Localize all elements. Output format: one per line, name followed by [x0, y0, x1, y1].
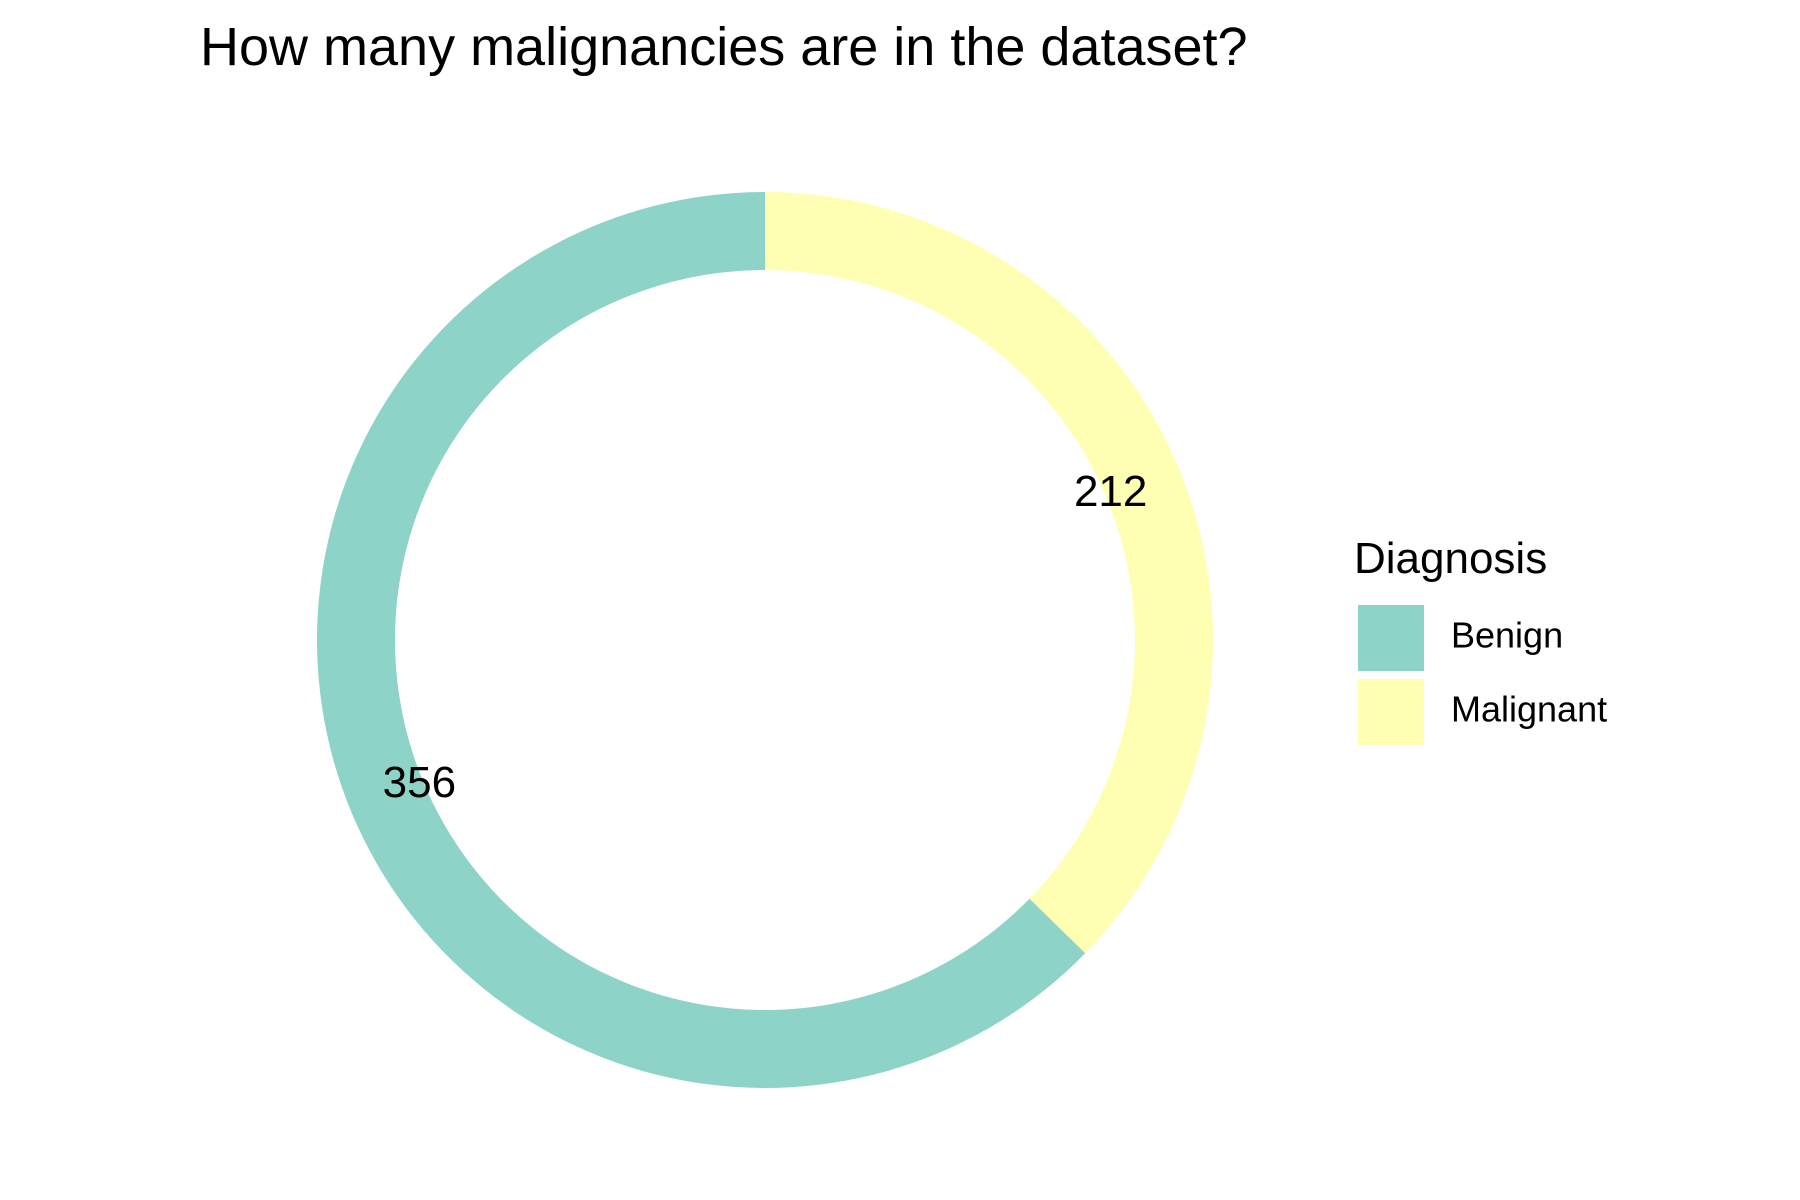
legend-key-malignant [1358, 679, 1424, 745]
slice-malignant [765, 192, 1214, 954]
data-labels: 212 356 [383, 467, 1148, 807]
data-label-benign: 356 [383, 758, 456, 807]
legend: Diagnosis Benign Malignant [1354, 534, 1607, 745]
donut-slices [317, 192, 1214, 1088]
legend-title: Diagnosis [1354, 534, 1547, 583]
slice-benign [317, 192, 1086, 1088]
legend-label-benign: Benign [1451, 615, 1563, 656]
data-label-malignant: 212 [1074, 467, 1147, 516]
legend-label-malignant: Malignant [1451, 689, 1607, 730]
chart-title: How many malignancies are in the dataset… [200, 17, 1248, 77]
legend-items: Benign Malignant [1358, 605, 1607, 745]
legend-key-benign [1358, 605, 1424, 671]
